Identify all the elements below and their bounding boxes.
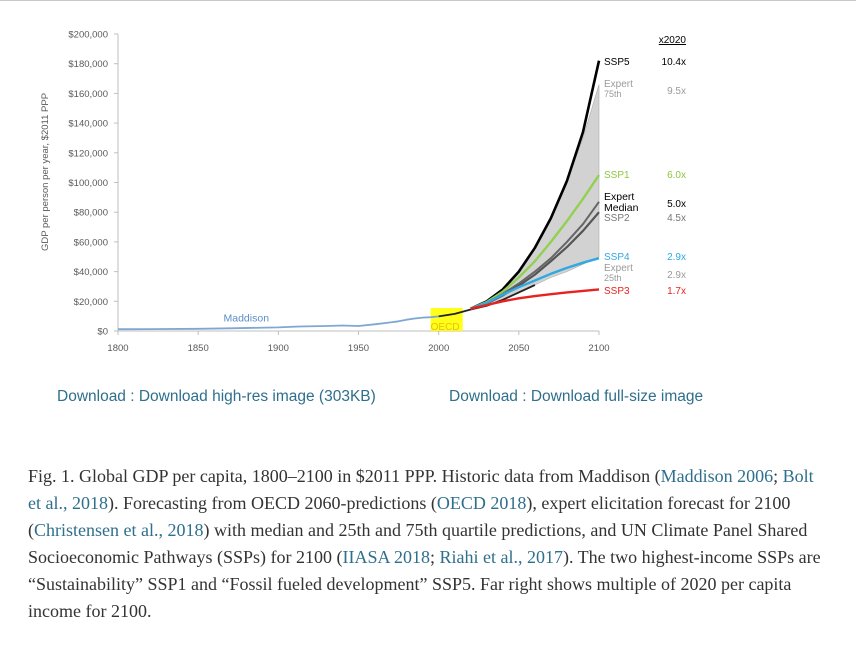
download-full-size-link[interactable]: Download : Download full-size image [449,388,703,406]
expert-25th-multiplier: 2.9x [667,270,686,281]
caption-text: ; [430,547,440,567]
expert-median-multiplier: 5.0x [667,199,686,210]
caption-text: Fig. 1. Global GDP per capita, 1800–2100… [28,466,661,486]
ssp2-multiplier: 4.5x [667,213,686,224]
y-tick-label: $180,000 [68,59,108,70]
ssp5-label: SSP5 [604,57,630,68]
download-high-res-link[interactable]: Download : Download high-res image (303K… [57,388,376,406]
x-tick-label: 2100 [588,343,609,354]
y-tick-label: $200,000 [68,30,108,41]
multiplier-header: x2020 [659,35,687,46]
x-tick-label: 1850 [188,343,209,354]
x-tick-label: 1950 [348,343,369,354]
y-tick-label: $0 [97,327,108,338]
ref-oecd-2018-link[interactable]: OECD 2018 [437,493,527,513]
ssp1-multiplier: 6.0x [667,170,686,181]
ssp3-label: SSP3 [604,286,630,297]
x-tick-label: 2050 [508,343,529,354]
expert-75th-multiplier: 9.5x [667,86,686,97]
ssp5-multiplier: 10.4x [662,57,686,68]
ref-maddison-2006-link[interactable]: Maddison 2006 [661,466,774,486]
y-tick-label: $100,000 [68,178,108,189]
y-tick-label: $140,000 [68,119,108,130]
oecd-label: OECD [431,322,460,333]
y-tick-label: $40,000 [74,267,108,278]
series-line-maddison [118,316,439,329]
y-tick-label: $20,000 [74,297,108,308]
x-tick-label: 2000 [428,343,449,354]
expert-25th-label: 25th [604,273,622,283]
y-tick-label: $120,000 [68,148,108,159]
figure-caption: Fig. 1. Global GDP per capita, 1800–2100… [28,463,828,625]
x-tick-label: 1900 [268,343,289,354]
ref-iiasa-2018-link[interactable]: IIASA 2018 [342,547,430,567]
gdp-chart: $0 $20,000 $40,000 $60,000 $80,000 $100,000 $1… [0,0,856,370]
ref-riahi-2017-link[interactable]: Riahi et al., 2017 [440,547,563,567]
y-axis-title: GDP per person per year, $2011 PPP [40,93,51,251]
ssp4-multiplier: 2.9x [667,252,686,263]
y-tick-label: $60,000 [74,237,108,248]
x-tick-label: 1800 [107,343,128,354]
caption-text: ). Forecasting from OECD 2060-prediction… [108,493,437,513]
y-tick-label: $80,000 [74,208,108,219]
ssp4-label: SSP4 [604,252,630,263]
ssp2-label: SSP2 [604,213,630,224]
ssp3-multiplier: 1.7x [667,286,686,297]
expert-75th-label: 75th [604,89,622,99]
y-tick-label: $160,000 [68,89,108,100]
maddison-label: Maddison [224,312,270,324]
caption-text: ; [773,466,783,486]
ssp1-label: SSP1 [604,170,630,181]
ref-christensen-2018-link[interactable]: Christensen et al., 2018 [34,520,203,540]
